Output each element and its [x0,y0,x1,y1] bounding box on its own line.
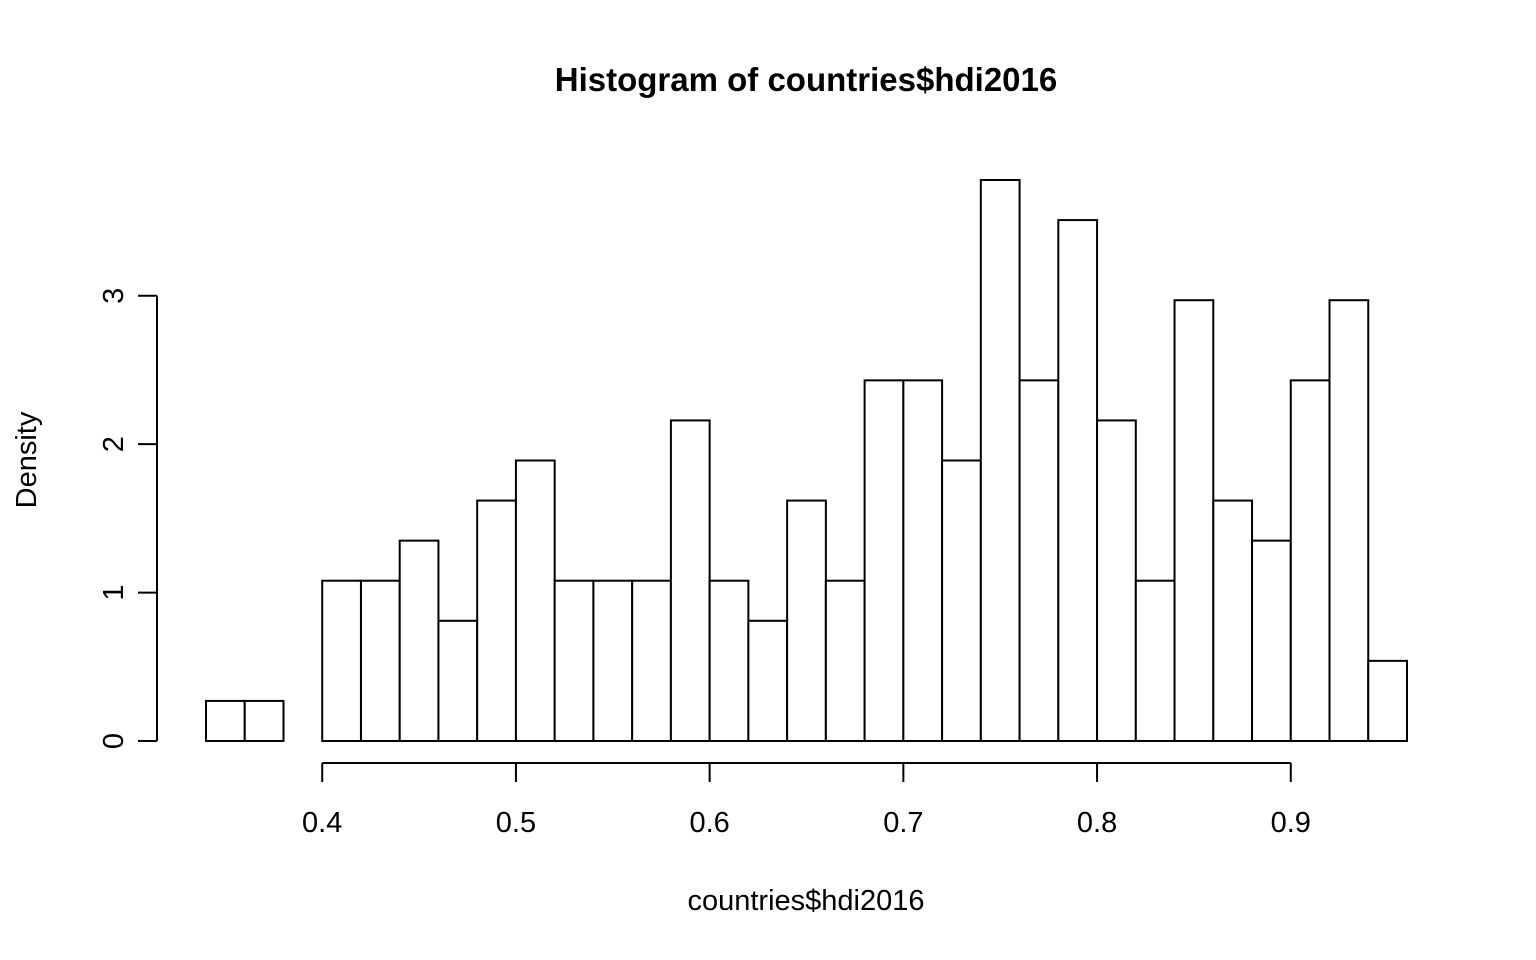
histogram-bar-11 [631,579,672,743]
y-tick-label-2: 2 [98,436,130,452]
histogram-bar-23 [1096,419,1137,742]
histogram-bar-30 [1367,659,1408,742]
histogram-bar-16 [824,579,866,743]
histogram-bar-25 [1173,299,1215,742]
histogram-bar-21 [1018,379,1060,742]
x-axis: 0.4 0.5 0.6 0.7 0.8 0.9 [302,762,1311,839]
histogram-bar-24 [1134,579,1176,743]
histogram-bar-8 [514,459,556,742]
histogram-bar-1 [243,699,285,743]
histogram-bar-10 [592,579,634,743]
y-tick-label-1: 1 [98,585,130,601]
x-tick-label-2: 0.6 [689,807,729,839]
histogram-bar-3 [321,579,362,743]
y-tick-label-0: 0 [98,733,130,749]
histogram-bar-0 [205,699,246,743]
x-axis-label: countries$hdi2016 [687,885,924,917]
histogram-bar-20 [979,179,1021,742]
histogram-bar-14 [747,619,789,742]
histogram-bar-7 [476,499,517,743]
histogram-bar-15 [786,499,827,743]
x-tick-label-0: 0.4 [302,807,342,839]
histogram-bar-17 [863,379,905,742]
histogram-bar-12 [669,419,711,742]
x-tick-label-1: 0.5 [496,807,536,839]
histogram-bar-13 [708,579,750,743]
histogram-bar-6 [437,619,479,742]
bars-group [205,179,1408,743]
histogram-bar-18 [902,379,944,742]
histogram-bar-27 [1251,539,1292,743]
histogram-bar-22 [1057,219,1099,743]
histogram-bar-4 [359,579,401,743]
x-tick-label-4: 0.8 [1077,807,1117,839]
y-axis-label: Density [11,411,43,508]
y-tick-label-3: 3 [98,288,130,304]
chart-title: Histogram of countries$hdi2016 [555,61,1057,98]
x-tick-label-3: 0.7 [883,807,923,839]
histogram-bar-28 [1289,379,1331,742]
histogram-bar-19 [941,459,982,742]
y-axis: 0 1 2 3 [98,288,158,749]
x-tick-label-5: 0.9 [1271,807,1311,839]
histogram-bar-26 [1212,499,1254,743]
histogram-bar-29 [1328,299,1370,742]
histogram-bar-5 [398,539,440,743]
histogram-bar-9 [553,579,595,743]
